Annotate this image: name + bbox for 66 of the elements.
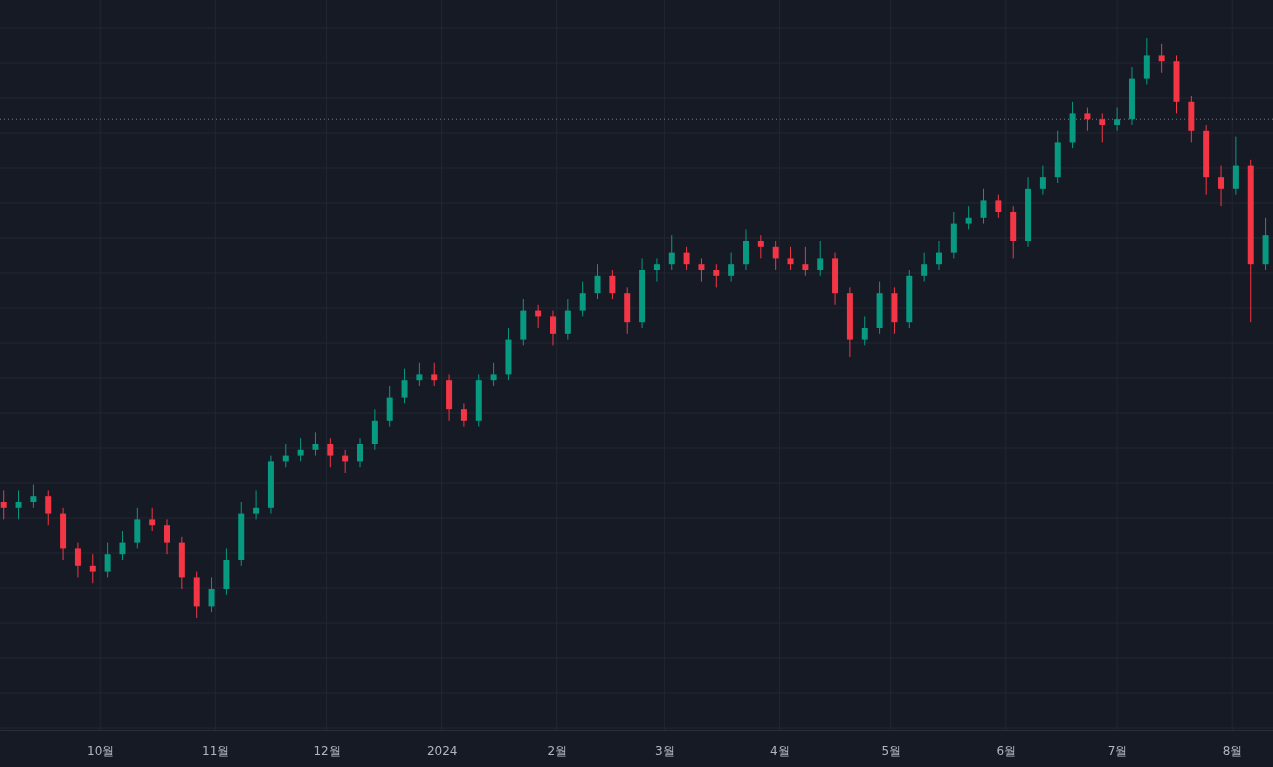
candlestick [698,257,705,283]
candlestick [104,542,111,578]
x-tick-label: 11월 [202,743,230,758]
candlestick [1143,37,1150,85]
x-tick-label: 2월 [547,743,568,758]
candlestick [89,553,96,584]
candlestick [817,240,824,277]
candlestick [787,246,794,271]
x-tick-label: 4월 [770,743,790,758]
candlestick [861,315,868,346]
candlestick [609,269,616,300]
candlestick [772,240,779,271]
candlestick [253,489,260,520]
candlestick [965,205,972,230]
candlestick [579,281,586,317]
candlestick [30,484,37,509]
candlestick [416,362,423,387]
candlestick [0,489,7,520]
x-tick-label: 7월 [1107,743,1128,758]
x-tick-label: 12월 [313,743,341,758]
candlestick [297,437,304,462]
candlestick [386,385,393,428]
candlestick [1158,43,1165,74]
candlestick [327,437,334,468]
candlestick [134,507,141,549]
candlestick [668,234,675,271]
candlestick [119,530,126,561]
candlestick [149,507,156,532]
x-tick-label: 5월 [881,743,902,758]
x-tick-label: 6월 [996,743,1017,758]
candlestick [74,542,81,578]
candlestick [802,246,809,277]
candlestick [980,188,987,225]
candlestick [357,437,363,468]
candlestick [728,252,735,283]
candlestick [164,518,171,555]
x-tick-label: 3월 [655,743,675,758]
candlestick [15,489,22,520]
candlestick [713,263,720,288]
candlestick [490,362,497,387]
candlestick [1099,112,1106,143]
candlestick [594,263,601,300]
x-tick-label: 10월 [87,743,115,758]
candlestick [1218,165,1225,207]
candlestick [401,368,408,404]
candlestick [1039,165,1046,196]
candlestick [935,240,942,271]
candlestick [208,576,215,613]
candlestick [683,246,690,271]
candlestick [460,402,467,428]
candlestick [921,252,928,283]
x-tick-label: 2024 [426,743,458,758]
candlestick [549,310,556,346]
x-tick-label: 8월 [1222,743,1243,758]
candlestick [1232,136,1239,196]
candlestick [312,431,319,457]
candlestick [1084,107,1091,132]
candlestick [757,234,764,259]
candlestick [742,228,749,271]
candlestick [371,408,378,451]
candlestick [564,298,571,341]
candlestick [1114,107,1121,132]
candlestick [431,362,438,387]
candlestick [995,194,1002,219]
candlestick [45,489,52,526]
candlestick [653,257,660,283]
